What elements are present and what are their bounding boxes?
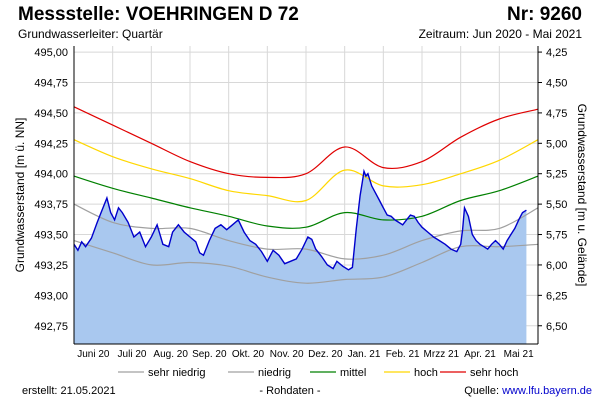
page-title: Messstelle: VOEHRINGEN D 72 [18, 4, 299, 25]
y-tick-label: 493,75 [34, 199, 68, 211]
measurement-area-fill [74, 171, 527, 344]
series-lines [73, 106, 539, 284]
station-number: Nr: 9260 [507, 4, 582, 25]
series-line-mittel [73, 175, 539, 229]
x-tick-label: Sep. 20 [192, 349, 227, 360]
y-tick-label: 493,00 [34, 290, 68, 302]
y2-tick-label: 6,25 [546, 290, 567, 302]
y2-tick-label: 5,00 [546, 138, 567, 150]
y-tick-label: 493,50 [34, 230, 68, 242]
y-tick-labels: 495,00 494,75 494,50 494,25 494,00 493,75 493,… [34, 47, 68, 333]
x-tick-label: Dez. 20 [308, 349, 343, 360]
x-tick-label: Mai 21 [504, 349, 534, 360]
y2-tick-label: 6,00 [546, 260, 567, 272]
y2-tick-label: 4,25 [546, 47, 567, 59]
legend-label: niedrig [258, 367, 291, 379]
x-tick-label: Apr. 21 [464, 349, 496, 360]
x-tick-labels: Juni 20 Juli 20 Aug. 20 Sep. 20 Okt. 20 Nov. … [77, 349, 534, 360]
y2-tick-label: 6,50 [546, 321, 567, 333]
y2-tick-label: 4,75 [546, 108, 567, 120]
y2-tick-label: 5,75 [546, 230, 567, 242]
x-tick-label: Okt. 20 [232, 349, 265, 360]
y2-tick-labels: 4,25 4,50 4,75 5,00 5,25 5,50 5,75 6,00 6,25 6,50 [538, 47, 567, 333]
series-line-hoch [73, 139, 539, 203]
legend-label: mittel [340, 367, 366, 379]
measurement-line [73, 168, 527, 271]
raw-data-note: - Rohdaten - [259, 385, 321, 397]
axes [73, 46, 539, 345]
source-label: Quelle: [464, 385, 500, 397]
legend-label: sehr niedrig [148, 367, 205, 379]
legend-label: hoch [414, 367, 438, 379]
x-tick-label: Jan. 21 [348, 349, 381, 360]
period-label: Zeitraum: Jun 2020 - Mai 2021 [418, 27, 582, 41]
x-tick-label: Mrzz 21 [424, 349, 460, 360]
y2-tick-label: 5,50 [546, 199, 567, 211]
y-tick-label: 494,00 [34, 169, 68, 181]
y-tick-label: 494,25 [34, 138, 68, 150]
x-tick-label: Juni 20 [77, 349, 110, 360]
created-date: erstellt: 21.05.2021 [22, 385, 116, 397]
y-tick-label: 492,75 [34, 321, 68, 333]
y2-tick-label: 5,25 [546, 169, 567, 181]
y2-axis-label: Grundwasserstand [m u. Gelände] [575, 104, 589, 287]
y-tick-label: 493,25 [34, 260, 68, 272]
source-note: Quelle: www.lfu.bayern.de [464, 385, 592, 397]
x-tick-label: Juli 20 [118, 349, 147, 360]
x-tick-label: Nov. 20 [270, 349, 304, 360]
y2-tick-label: 4,50 [546, 77, 567, 89]
legend-label: sehr hoch [470, 367, 518, 379]
x-tick-label: Feb. 21 [386, 349, 420, 360]
y-tick-label: 495,00 [34, 47, 68, 59]
measurement-area [74, 171, 527, 344]
series-line-sehr-hoch [73, 106, 539, 179]
series-line-niedrig [73, 203, 539, 260]
y-tick-label: 494,75 [34, 77, 68, 89]
y-tick-label: 494,50 [34, 108, 68, 120]
y-axis-label: Grundwasserstand [m ü. NN] [13, 118, 27, 273]
legend: sehr niedrig niedrig mittel hoch sehr hoch [118, 367, 518, 379]
aquifer-label: Grundwasserleiter: Quartär [18, 27, 163, 41]
source-link[interactable]: www.lfu.bayern.de [502, 385, 592, 397]
x-tick-label: Aug. 20 [153, 349, 188, 360]
series-line-sehr-niedrig [73, 240, 539, 284]
